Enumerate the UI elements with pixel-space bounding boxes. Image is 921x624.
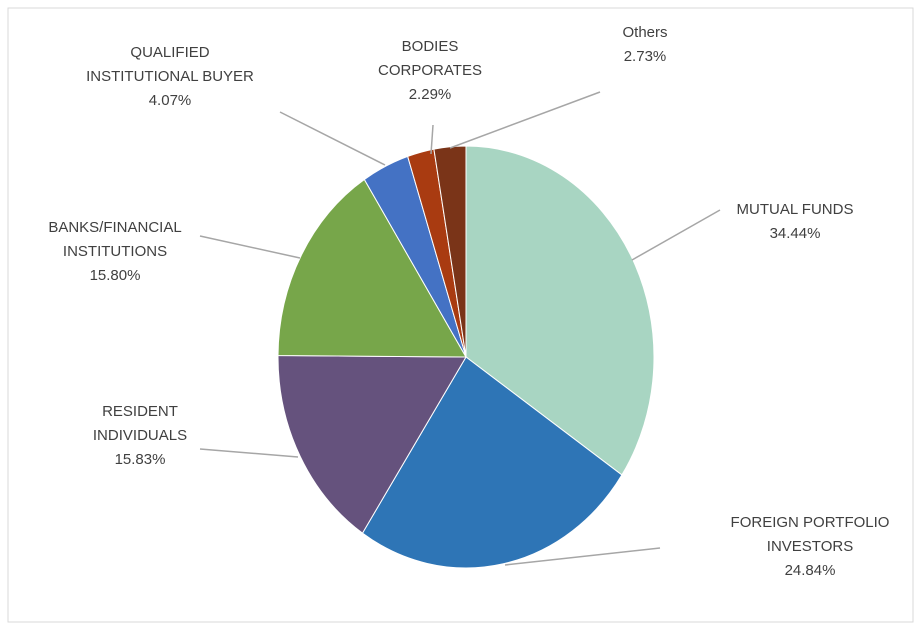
pie-slice [361, 356, 623, 569]
value-label: 34.44% [770, 225, 821, 242]
leader-line [430, 124, 434, 155]
leader-line [199, 448, 299, 458]
slice-label: QUALIFIED INSTITUTIONAL BUYER [86, 44, 254, 85]
label-line: BODIES [402, 38, 459, 55]
leader-line [199, 235, 301, 259]
value-label: 2.73% [624, 48, 667, 65]
slice-label: BODIES CORPORATES [378, 38, 482, 79]
pie-slice [433, 145, 467, 358]
value-label: 2.29% [409, 86, 452, 103]
slice-label: MUTUAL FUNDS [737, 201, 854, 218]
pie-slice [277, 355, 467, 534]
label-line: QUALIFIED [130, 44, 209, 61]
value-label: 4.07% [149, 92, 192, 109]
label-line: INSTITUTIONAL BUYER [86, 68, 254, 85]
leader-line [279, 111, 386, 166]
label-line: Others [622, 24, 667, 41]
value-label: 24.84% [785, 562, 836, 579]
label-line: FOREIGN PORTFOLIO [731, 514, 890, 531]
slice-label: RESIDENT INDIVIDUALS [93, 403, 187, 444]
label-line: INVESTORS [767, 538, 853, 555]
pie-slice [465, 145, 655, 476]
slice-label: BANKS/FINANCIAL INSTITUTIONS [48, 219, 181, 260]
pie-slice [277, 178, 467, 358]
label-line: MUTUAL FUNDS [737, 201, 854, 218]
value-label: 15.83% [115, 451, 166, 468]
label-line: INSTITUTIONS [63, 243, 167, 260]
slice-label: FOREIGN PORTFOLIO INVESTORS [731, 514, 890, 555]
slice-label: Others [622, 24, 667, 41]
value-label: 15.80% [90, 267, 141, 284]
leader-line [504, 547, 661, 566]
leader-line [631, 209, 721, 261]
label-line: BANKS/FINANCIAL [48, 219, 181, 236]
leader-line [449, 91, 601, 149]
label-line: CORPORATES [378, 62, 482, 79]
label-line: INDIVIDUALS [93, 427, 187, 444]
label-line: RESIDENT [102, 403, 178, 420]
